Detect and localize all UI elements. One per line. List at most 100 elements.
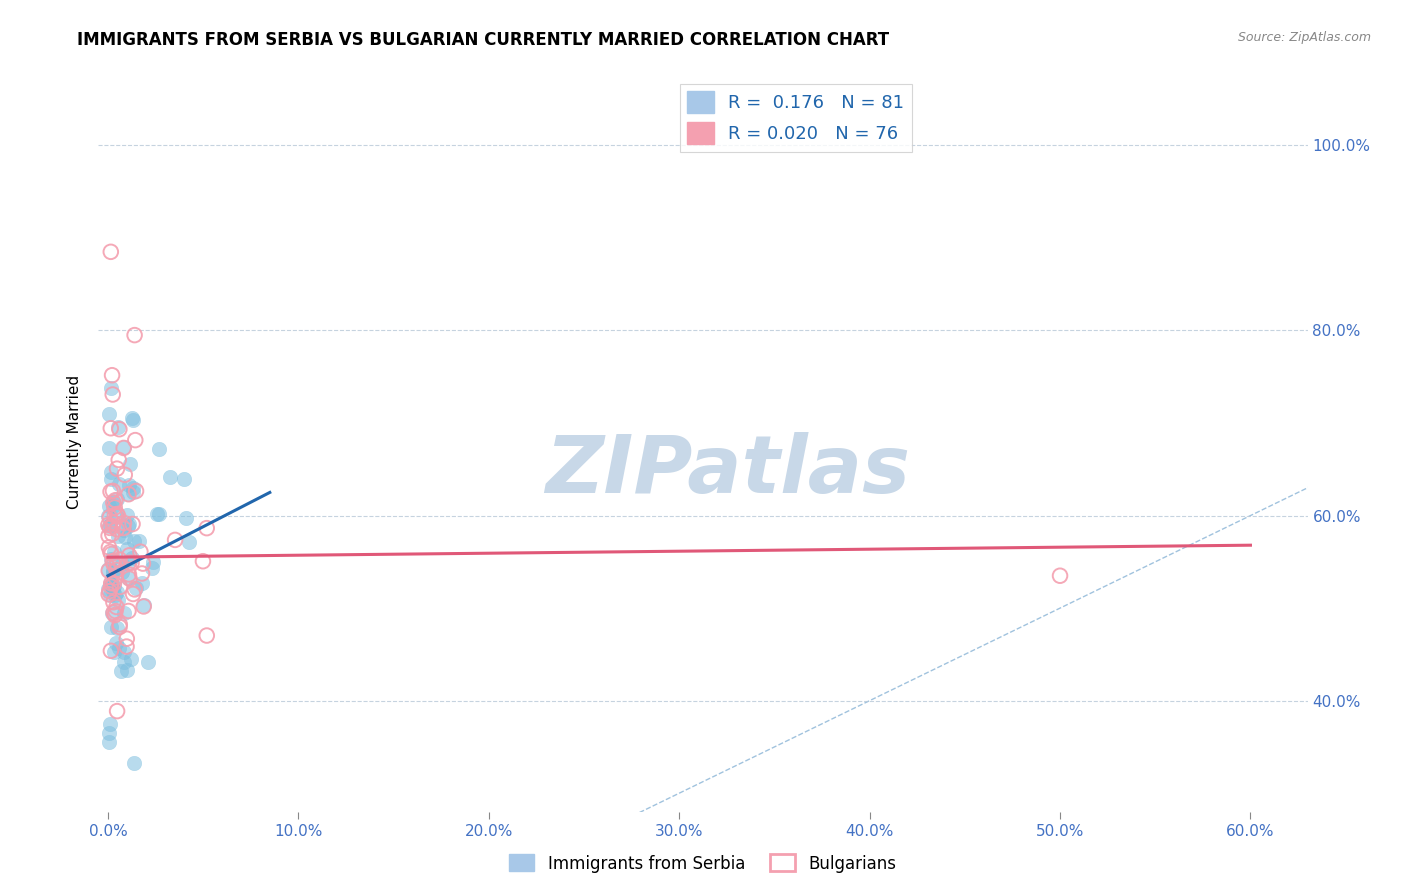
Point bbox=[122, 587, 145, 601]
Point bbox=[101, 554, 124, 568]
Point bbox=[105, 557, 128, 571]
Point bbox=[105, 509, 128, 524]
Point bbox=[98, 588, 121, 602]
Point bbox=[121, 556, 143, 570]
Point bbox=[105, 636, 128, 650]
Point bbox=[100, 421, 122, 435]
Point bbox=[100, 620, 122, 634]
Point bbox=[107, 640, 129, 655]
Point bbox=[112, 607, 135, 621]
Point bbox=[115, 663, 138, 677]
Point bbox=[1049, 568, 1071, 582]
Point bbox=[105, 704, 128, 718]
Point bbox=[117, 519, 139, 533]
Point bbox=[103, 495, 125, 509]
Point bbox=[120, 652, 142, 666]
Point bbox=[103, 545, 125, 559]
Point bbox=[105, 599, 128, 614]
Point bbox=[98, 577, 121, 591]
Point bbox=[132, 599, 155, 614]
Point bbox=[124, 328, 146, 343]
Point bbox=[100, 381, 122, 395]
Point bbox=[108, 422, 131, 436]
Point bbox=[97, 517, 120, 532]
Legend: Immigrants from Serbia, Bulgarians: Immigrants from Serbia, Bulgarians bbox=[503, 847, 903, 880]
Point bbox=[100, 552, 122, 566]
Point bbox=[148, 508, 170, 522]
Point bbox=[107, 420, 129, 434]
Point bbox=[104, 500, 127, 515]
Point bbox=[112, 440, 135, 454]
Point bbox=[141, 560, 163, 574]
Point bbox=[98, 441, 121, 455]
Point bbox=[131, 575, 153, 590]
Point bbox=[105, 522, 128, 536]
Point bbox=[125, 483, 148, 498]
Point bbox=[191, 554, 214, 568]
Point bbox=[103, 499, 125, 513]
Point bbox=[97, 519, 120, 533]
Point bbox=[100, 579, 122, 593]
Point bbox=[100, 244, 122, 259]
Point bbox=[173, 472, 195, 486]
Point bbox=[101, 483, 124, 498]
Point bbox=[108, 620, 131, 634]
Point bbox=[105, 584, 128, 599]
Point bbox=[98, 716, 121, 731]
Point bbox=[100, 465, 122, 479]
Point bbox=[115, 541, 138, 556]
Point bbox=[101, 519, 124, 533]
Point bbox=[107, 509, 129, 524]
Point bbox=[117, 604, 139, 618]
Point bbox=[125, 582, 148, 596]
Point bbox=[101, 565, 124, 579]
Y-axis label: Currently Married: Currently Married bbox=[67, 375, 83, 508]
Point bbox=[104, 493, 127, 508]
Point bbox=[108, 580, 131, 594]
Point bbox=[107, 529, 129, 543]
Point bbox=[124, 582, 146, 597]
Point bbox=[146, 508, 169, 522]
Point bbox=[124, 433, 146, 447]
Point bbox=[97, 562, 120, 576]
Point bbox=[107, 593, 129, 607]
Point bbox=[115, 508, 138, 523]
Point bbox=[117, 556, 139, 570]
Point bbox=[100, 577, 122, 591]
Point bbox=[112, 645, 135, 659]
Point bbox=[142, 555, 165, 569]
Point bbox=[103, 606, 125, 620]
Point bbox=[112, 521, 135, 535]
Point bbox=[104, 570, 127, 584]
Point bbox=[110, 665, 132, 679]
Point bbox=[103, 565, 125, 579]
Point bbox=[103, 645, 125, 659]
Point bbox=[107, 453, 129, 467]
Point bbox=[132, 557, 155, 571]
Point bbox=[112, 656, 135, 670]
Point bbox=[97, 735, 120, 749]
Point bbox=[98, 510, 121, 524]
Point bbox=[118, 457, 141, 471]
Point bbox=[108, 617, 131, 632]
Point bbox=[122, 481, 145, 495]
Point bbox=[101, 584, 124, 599]
Point bbox=[100, 545, 122, 559]
Point bbox=[195, 521, 218, 535]
Point bbox=[174, 511, 197, 525]
Point bbox=[101, 387, 124, 401]
Point bbox=[97, 541, 120, 555]
Point bbox=[118, 572, 141, 586]
Point bbox=[103, 576, 125, 591]
Point bbox=[112, 441, 135, 455]
Point bbox=[138, 655, 160, 669]
Point bbox=[118, 556, 141, 570]
Point bbox=[122, 413, 145, 427]
Point bbox=[105, 461, 128, 475]
Point bbox=[103, 595, 125, 609]
Point bbox=[124, 533, 146, 548]
Point bbox=[111, 565, 134, 579]
Point bbox=[103, 558, 125, 572]
Point bbox=[132, 598, 155, 612]
Point bbox=[114, 467, 136, 482]
